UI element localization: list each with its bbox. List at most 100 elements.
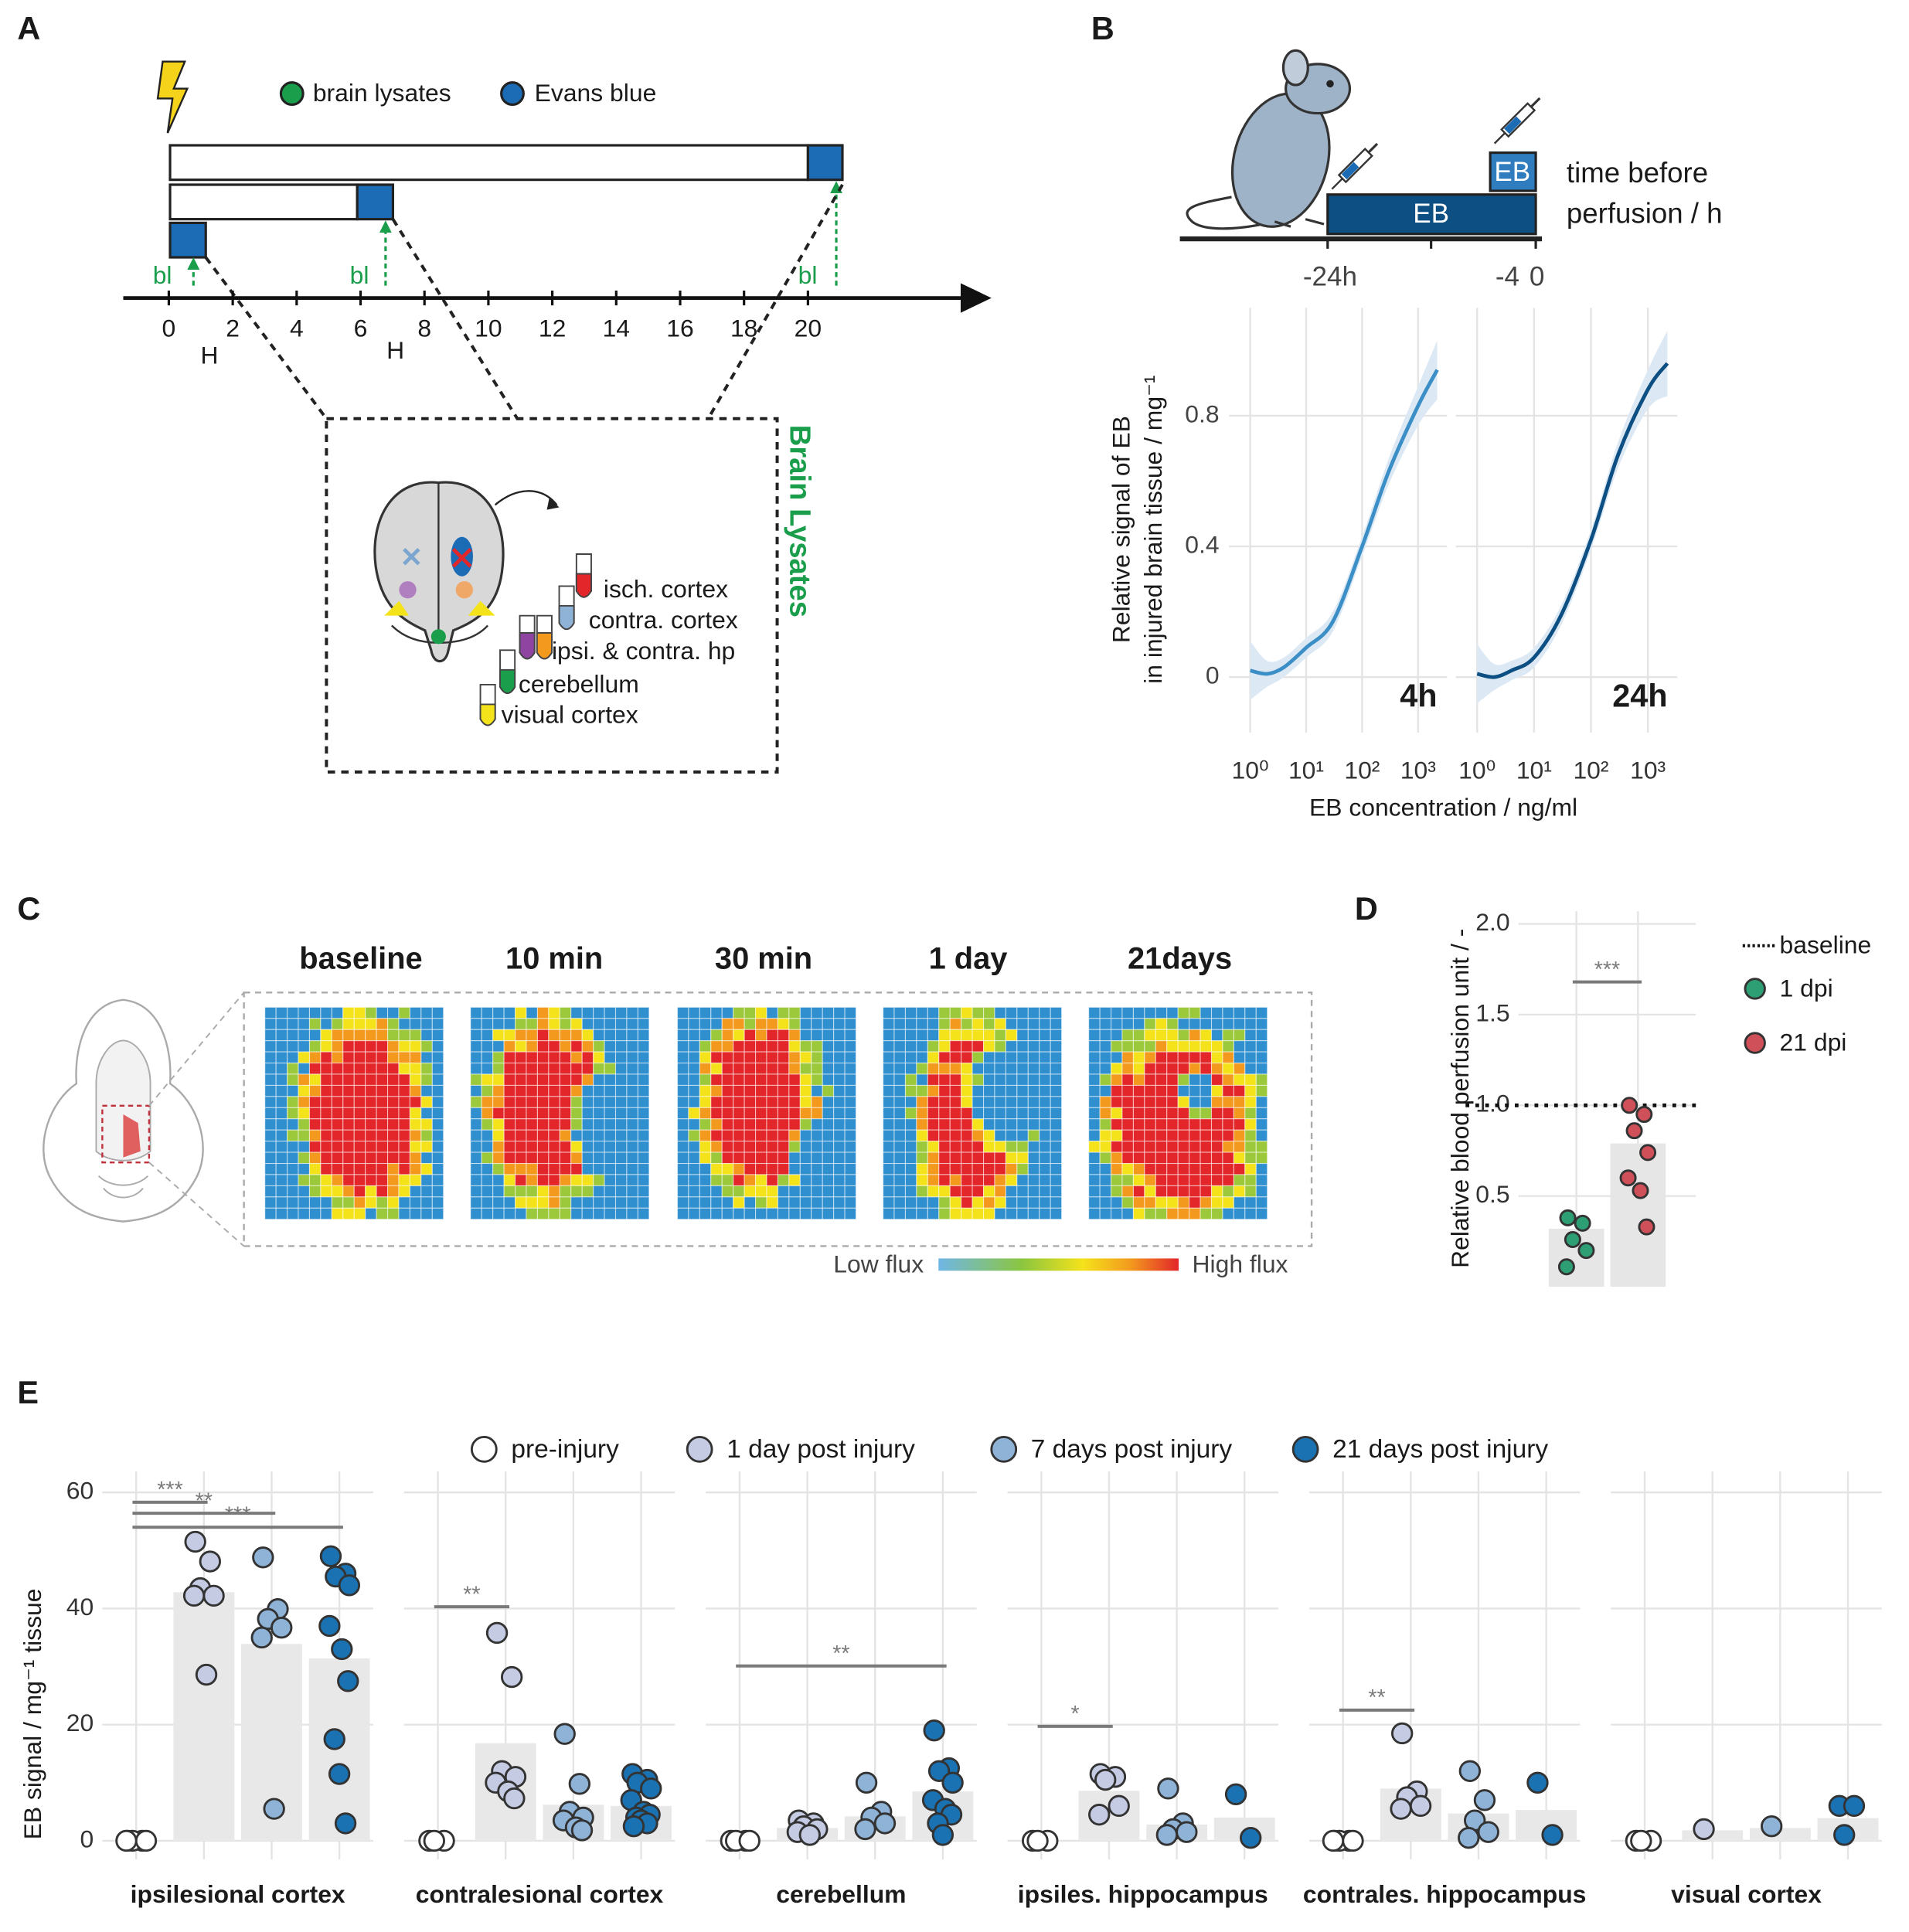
skull-cerebellum	[97, 1175, 149, 1199]
heatmap-cell	[1110, 1151, 1123, 1165]
heatmap-cell	[420, 1196, 433, 1209]
heatmap-cell	[1039, 1118, 1051, 1131]
heatmap-cell	[298, 1006, 311, 1019]
heatmap-cell	[811, 1096, 823, 1108]
heatmap-cell	[949, 1207, 962, 1220]
heatmap-cell	[1039, 1207, 1051, 1220]
heatmap-cell	[298, 1107, 311, 1120]
heatmap-cell	[1144, 1029, 1156, 1042]
heatmap-cell	[788, 1096, 801, 1108]
heatmap-cell	[376, 1207, 389, 1220]
heatmap-cell	[982, 1185, 995, 1198]
heatmap-cell	[298, 1196, 311, 1209]
heatmap-cell	[581, 1196, 594, 1209]
heatmap-cell	[614, 1196, 628, 1209]
heatmap-cell	[376, 1151, 389, 1165]
axis-tick-label: 0	[162, 314, 176, 342]
data-point	[503, 1787, 526, 1810]
heatmap-cell	[1016, 1185, 1029, 1198]
heatmap-cell	[548, 1063, 560, 1075]
heatmap-cell	[1099, 1151, 1112, 1165]
heatmap-cell	[1233, 1196, 1246, 1209]
heatmap-cell	[398, 1073, 410, 1087]
data-point	[873, 1812, 897, 1835]
heatmap-cell	[1222, 1196, 1234, 1209]
zoom-line	[148, 992, 245, 1107]
heatmap-cell	[844, 1073, 857, 1087]
heatmap-cell	[420, 1207, 433, 1220]
heatmap-cell	[744, 1207, 757, 1220]
heatmap-cell	[637, 1006, 650, 1019]
heatmap-cell	[1110, 1084, 1123, 1097]
heatmap-cell	[342, 1029, 355, 1042]
heatmap-cell	[883, 1151, 895, 1165]
heatmap-cell	[1088, 1006, 1101, 1019]
heatmap-cell	[570, 1006, 583, 1019]
heatmap-cell	[1144, 1118, 1156, 1131]
heatmap-cell	[883, 1018, 895, 1030]
heatmap-cell	[342, 1063, 355, 1075]
heatmap-cell	[1233, 1006, 1246, 1019]
heatmap-cell	[833, 1129, 846, 1142]
heatmap-cell	[614, 1118, 628, 1131]
heatmap-cell	[481, 1129, 494, 1142]
heatmap-cell	[733, 1118, 745, 1131]
heatmap-cell	[515, 1151, 527, 1165]
heatmap-cell	[844, 1118, 857, 1131]
scheme-caption: time before	[1567, 157, 1708, 189]
heatmap-cell	[699, 1073, 712, 1087]
heatmap-cell	[264, 1073, 277, 1087]
heatmap-cell	[637, 1096, 650, 1108]
heatmap-cell	[927, 1096, 940, 1108]
heatmap-cell	[949, 1151, 962, 1165]
heatmap-cell	[811, 1174, 823, 1186]
heatmap-cell	[353, 1006, 366, 1019]
heatmap-cell	[320, 1006, 332, 1019]
heatmap-cell	[833, 1084, 846, 1097]
heatmap-cell	[710, 1073, 723, 1087]
heatmap-cell	[626, 1040, 638, 1053]
heatmap-cell	[1121, 1073, 1134, 1087]
heatmap-cell	[721, 1207, 734, 1220]
heatmap-cell	[1005, 1196, 1018, 1209]
heatmap-cell	[1233, 1174, 1246, 1186]
heatmap-cell	[916, 1162, 928, 1175]
heatmap-cell	[777, 1118, 790, 1131]
heatmap-cell	[699, 1118, 712, 1131]
heatmap-cell	[275, 1151, 288, 1165]
heatmap-cell	[559, 1129, 572, 1142]
heatmap-cell	[1210, 1084, 1223, 1097]
heatmap-cell	[614, 1084, 628, 1097]
heatmap-cell	[1005, 1063, 1018, 1075]
heatmap-cell	[676, 1141, 689, 1153]
heatmap-cell	[1222, 1096, 1234, 1108]
heatmap-cell	[275, 1018, 288, 1030]
heatmap-cell	[637, 1162, 650, 1175]
heatmap-cell	[927, 1084, 940, 1097]
heatmap-cell	[1255, 1129, 1268, 1142]
heatmap-cell	[275, 1185, 288, 1198]
heatmap-cell	[1039, 1129, 1051, 1142]
heatmap-cell	[927, 1118, 940, 1131]
heatmap-cell	[788, 1118, 801, 1131]
heatmap-cell	[593, 1084, 605, 1097]
heatmap-cell	[386, 1162, 400, 1175]
heatmap-cell	[1039, 1174, 1051, 1186]
heatmap-cell	[904, 1073, 917, 1087]
heatmap-cell	[688, 1051, 700, 1064]
data-point	[1619, 1169, 1637, 1187]
heatmap-cell	[1144, 1196, 1156, 1209]
heatmap-cell	[1210, 1141, 1223, 1153]
heatmap-cell	[893, 1040, 907, 1053]
heatmap-cell	[548, 1073, 560, 1087]
heatmap-cell	[570, 1196, 583, 1209]
heatmap-cell	[883, 1073, 895, 1087]
heatmap-cell	[766, 1151, 779, 1165]
heatmap-cell	[844, 1018, 857, 1030]
heatmap-cell	[1177, 1040, 1190, 1053]
data-point	[1176, 1821, 1198, 1843]
legend-label: 1 day post injury	[727, 1435, 915, 1464]
heatmap-cell	[811, 1073, 823, 1087]
heatmap-cell	[755, 1174, 767, 1186]
heatmap-cell	[822, 1162, 835, 1175]
